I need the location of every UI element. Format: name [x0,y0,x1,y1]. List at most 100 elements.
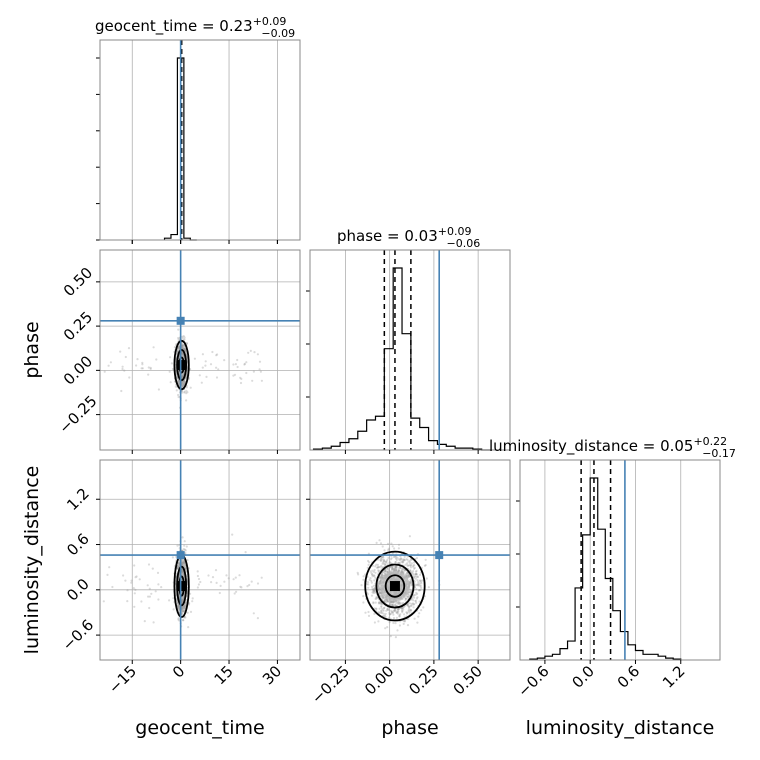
sample-point [394,622,397,625]
sample-point [240,377,243,380]
sample-point [373,588,376,592]
sample-point [396,612,399,615]
sample-point [181,384,184,387]
sample-point [132,587,135,590]
sample-point [141,361,144,364]
sample-point [182,381,185,384]
sample-point [191,600,194,603]
sample-point [209,363,213,366]
sample-point [380,573,384,577]
sample-point [187,603,191,606]
sample-point [180,344,184,347]
sample-point [185,342,188,345]
sample-point [121,365,124,368]
sample-point [386,542,390,546]
sample-point [182,382,185,385]
sample-point [235,590,238,593]
sample-point [403,620,406,623]
sample-point [216,353,219,356]
sample-point [180,601,184,604]
sample-point [409,566,412,569]
sample-point [191,597,194,600]
sample-point [184,350,187,353]
sample-point [380,558,383,561]
sample-point [415,601,418,604]
sample-point [177,605,180,608]
contour-0 [178,356,185,374]
sample-point [122,574,125,577]
sample-point [178,609,181,612]
sample-point [370,579,373,583]
sample-point [183,562,186,565]
sample-point [182,605,185,608]
sample-point [184,566,187,570]
sample-point [181,383,185,386]
histogram-geocent-time [163,57,197,241]
sample-point [416,621,419,624]
xtick-label-luminosity-distance-3: 1.2 [659,662,689,692]
sample-point [148,595,151,598]
sample-point [177,605,180,608]
sample-point [151,567,154,570]
sample-point [133,592,136,595]
sample-point [367,563,370,567]
sample-point [150,592,153,595]
sample-point [232,578,235,581]
panel-geocent-time-hist [96,39,301,244]
sample-point [394,609,397,612]
sample-point [136,358,139,361]
sample-point [176,350,179,353]
sample-point [390,542,393,545]
sample-point [177,605,180,609]
xtick-label-luminosity-distance-1: 0.0 [568,662,598,692]
sample-point [364,611,367,614]
sample-point [181,376,184,379]
sample-point [184,565,187,568]
sample-point [413,596,416,599]
sample-point [149,366,152,369]
sample-point [181,380,184,383]
sample-point [133,564,136,567]
sample-point [182,561,185,564]
sample-point [398,615,401,618]
contour-1 [176,565,188,607]
sample-point [389,558,393,561]
sample-point [181,345,184,348]
sample-point [397,608,400,611]
sample-point [371,573,374,576]
sample-point [414,599,417,602]
sample-point [183,391,186,394]
sample-point [189,386,192,389]
sample-point [247,351,250,354]
sample-point [183,548,186,551]
sample-point [183,344,186,347]
density-peak [389,581,400,592]
sample-point [394,561,397,564]
sample-point [177,561,180,565]
density-peak [176,581,187,592]
sample-point [123,369,126,372]
sample-point [373,587,376,590]
sample-point [168,599,171,602]
sample-point [396,556,399,560]
sample-point [157,388,160,391]
sample-point [360,584,363,587]
sample-point [181,344,184,347]
sample-point [182,382,185,385]
sample-point [406,624,410,627]
sample-point [395,568,398,572]
sample-point [392,621,395,625]
ytick-label-phase-3: 0.50 [60,264,96,300]
xtick-label-luminosity-distance-0: −0.6 [514,662,552,700]
sample-point [196,570,199,573]
injection-marker [435,551,444,560]
panel-luminosity-distance-vs-geocent-time [96,459,301,664]
sample-point [183,347,186,350]
xlabel-phase: phase [381,717,438,739]
sample-point [102,600,105,603]
sample-point [391,604,395,607]
panel-frame [99,459,301,661]
sample-point [134,588,137,592]
sample-point [244,551,247,554]
sample-point [372,602,375,605]
